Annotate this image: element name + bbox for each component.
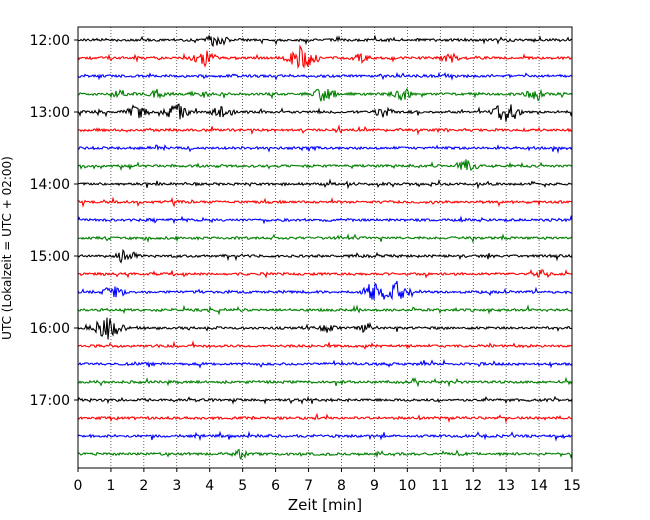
seismic-trace-1230	[77, 71, 573, 81]
y-tick-label: 13:00	[30, 105, 70, 121]
seismic-trace-1515	[77, 268, 573, 279]
x-axis-label: Zeit [min]	[288, 496, 362, 514]
x-tick-label: 4	[205, 478, 214, 494]
y-tick-label: 12:00	[30, 33, 70, 49]
seismic-trace-1400	[77, 178, 573, 190]
seismic-trace-1200	[77, 33, 573, 48]
seismic-trace-1745	[77, 448, 573, 461]
x-tick-label: 10	[398, 478, 416, 494]
x-axis: 0 1 2 3 4 5 6 7 8 9 10 11 12 13 14 15	[74, 468, 581, 494]
seismic-trace-1345	[77, 159, 573, 172]
seismic-trace-1300	[77, 103, 573, 122]
x-tick-label: 5	[238, 478, 247, 494]
trace-group	[77, 33, 573, 461]
y-axis-label: UTC (Lokalzeit = UTC + 02:00)	[0, 156, 14, 340]
seismic-trace-1445	[77, 233, 573, 244]
x-tick-label: 13	[497, 478, 515, 494]
seismic-trace-1715	[77, 412, 573, 424]
seismic-trace-1215	[77, 44, 573, 70]
seismic-trace-1530	[77, 280, 573, 301]
y-tick-label: 17:00	[30, 393, 70, 409]
seismic-trace-1415	[77, 196, 573, 208]
seismic-trace-1700	[77, 395, 573, 405]
seismic-trace-1545	[77, 304, 573, 316]
x-tick-label: 12	[464, 478, 482, 494]
x-tick-label: 9	[370, 478, 379, 494]
seismic-trace-1330	[77, 144, 573, 154]
x-tick-label: 8	[337, 478, 346, 494]
seismic-trace-1500	[77, 248, 573, 264]
x-tick-label: 3	[172, 478, 181, 494]
y-tick-label: 16:00	[30, 321, 70, 337]
y-tick-label: 14:00	[30, 177, 70, 193]
x-tick-label: 0	[74, 478, 83, 494]
x-tick-label: 1	[106, 478, 115, 494]
plot-frame	[77, 26, 573, 469]
x-tick-label: 11	[431, 478, 449, 494]
seismic-trace-1630	[77, 358, 573, 369]
y-axis: 12:00 13:00 14:00 15:00 16:00 17:00	[30, 33, 78, 409]
seismic-trace-1600	[77, 317, 573, 340]
x-tick-label: 2	[139, 478, 148, 494]
x-tick-label: 7	[304, 478, 313, 494]
seismic-trace-1430	[77, 214, 573, 225]
seismic-trace-1645	[77, 376, 573, 388]
x-tick-label: 15	[563, 478, 581, 494]
x-tick-label: 6	[271, 478, 280, 494]
seismic-trace-1730	[77, 430, 573, 442]
seismic-trace-1315	[77, 124, 573, 136]
seismic-trace-1615	[77, 340, 573, 350]
seismic-trace-1245	[77, 87, 573, 102]
y-tick-label: 15:00	[30, 249, 70, 265]
x-tick-label: 14	[530, 478, 548, 494]
